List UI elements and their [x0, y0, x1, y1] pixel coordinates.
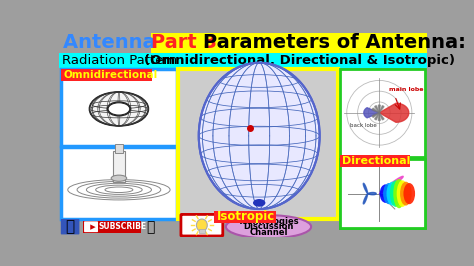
Text: 👍: 👍 [65, 219, 75, 234]
Polygon shape [368, 193, 376, 195]
Ellipse shape [226, 215, 311, 238]
Text: Parameters of Antenna:: Parameters of Antenna: [202, 33, 465, 52]
Text: Omnidirectional: Omnidirectional [63, 70, 157, 80]
Bar [340, 159, 425, 228]
Bar [61, 69, 177, 146]
Polygon shape [363, 194, 368, 204]
Bar [340, 155, 410, 167]
Bar [178, 69, 338, 219]
Ellipse shape [107, 102, 130, 116]
Text: (Omnidirectional, Directional & Isotropic): (Omnidirectional, Directional & Isotropi… [145, 54, 456, 67]
Bar [214, 211, 276, 223]
Bar [199, 229, 205, 233]
Text: Antenna: Antenna [63, 33, 163, 52]
Polygon shape [379, 176, 403, 194]
Ellipse shape [386, 182, 398, 206]
Polygon shape [379, 194, 390, 200]
Polygon shape [372, 113, 379, 117]
Ellipse shape [199, 63, 319, 209]
Ellipse shape [383, 183, 395, 204]
Polygon shape [379, 106, 384, 113]
Polygon shape [374, 106, 379, 113]
Ellipse shape [111, 175, 127, 181]
Bar [59, 53, 427, 68]
Ellipse shape [403, 183, 415, 204]
Bar [115, 144, 123, 153]
Polygon shape [363, 183, 368, 194]
Polygon shape [379, 103, 409, 122]
Polygon shape [378, 113, 380, 120]
Polygon shape [90, 225, 96, 230]
Ellipse shape [253, 199, 265, 207]
Bar [82, 221, 141, 233]
Polygon shape [379, 113, 384, 120]
Bar [113, 151, 125, 182]
FancyBboxPatch shape [84, 221, 98, 232]
Text: SUBSCRIBE: SUBSCRIBE [99, 222, 147, 231]
Text: main lobe: main lobe [389, 87, 423, 92]
Polygon shape [364, 108, 379, 118]
Ellipse shape [393, 179, 405, 208]
Text: Technologies: Technologies [237, 217, 299, 226]
Ellipse shape [90, 92, 148, 126]
Ellipse shape [400, 182, 412, 206]
Text: Isotropic: Isotropic [217, 210, 275, 223]
Text: Channel: Channel [249, 228, 288, 237]
Polygon shape [374, 113, 379, 120]
Text: 🔔: 🔔 [146, 220, 155, 234]
Bar [151, 33, 427, 53]
Bar [61, 69, 152, 81]
Ellipse shape [397, 180, 408, 207]
Ellipse shape [108, 103, 130, 115]
Text: Directional: Directional [342, 156, 410, 165]
Polygon shape [372, 108, 379, 113]
Text: back lobe: back lobe [350, 123, 377, 128]
Ellipse shape [390, 180, 401, 207]
Polygon shape [378, 105, 380, 113]
Bar [61, 147, 177, 219]
Ellipse shape [380, 184, 392, 203]
FancyBboxPatch shape [61, 219, 80, 234]
Text: Part 3: Part 3 [151, 33, 223, 52]
Text: Discussion: Discussion [243, 222, 294, 231]
Bar [340, 159, 425, 228]
Bar [340, 69, 425, 157]
FancyBboxPatch shape [181, 214, 223, 236]
Ellipse shape [196, 219, 207, 231]
Text: Radiation Pattern: Radiation Pattern [62, 54, 181, 67]
